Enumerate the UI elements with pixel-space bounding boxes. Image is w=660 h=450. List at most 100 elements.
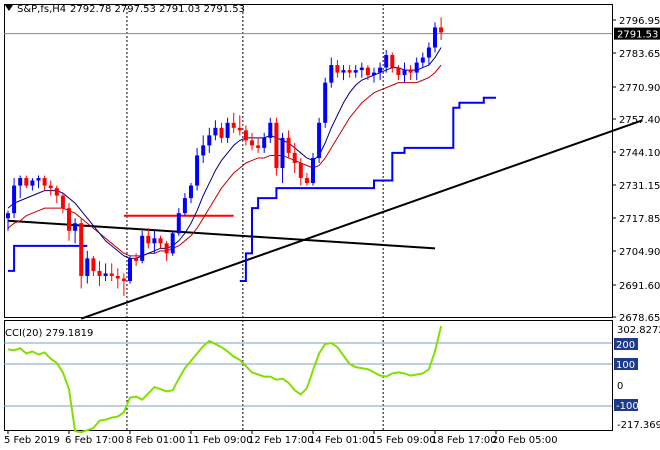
- bull-candle: [323, 82, 328, 123]
- bear-candle: [390, 55, 395, 68]
- bull-candle: [207, 135, 212, 146]
- cci-level-badge: [614, 338, 638, 350]
- price-tick-label: 2704.90: [619, 247, 660, 258]
- bull-candle: [189, 185, 193, 199]
- time-tick-label: 15 Feb 09:00: [370, 435, 436, 446]
- bear-candle: [79, 223, 84, 276]
- cci-level-badge: [614, 358, 638, 370]
- bull-candle: [414, 62, 419, 73]
- price-tick-label: 2744.10: [619, 148, 660, 159]
- bear-candle: [60, 195, 65, 209]
- bull-candle: [85, 258, 90, 276]
- time-tick-label: 18 Feb 17:00: [431, 435, 497, 446]
- cci-tick-label: 0: [617, 381, 623, 392]
- price-tick-label: 2783.65: [619, 49, 660, 60]
- bear-candle: [292, 152, 297, 163]
- bull-candle: [152, 238, 157, 244]
- bull-candle: [182, 198, 187, 214]
- price-tick-label: 2691.60: [619, 281, 660, 292]
- price-tick-label: 2731.15: [619, 181, 660, 192]
- slow-moving-average: [7, 64, 442, 257]
- bull-candle: [262, 137, 267, 148]
- cci-panel-frame: [4, 320, 613, 431]
- bear-candle: [365, 67, 370, 76]
- time-tick-label: 20 Feb 05:00: [492, 435, 558, 446]
- bull-candle: [420, 57, 425, 63]
- price-tick-label: 2770.90: [619, 83, 660, 94]
- bull-candle: [6, 213, 10, 219]
- bull-candle: [128, 258, 132, 281]
- time-tick-label: 12 Feb 17:00: [248, 435, 314, 446]
- bull-candle: [402, 70, 407, 76]
- bull-candle: [372, 72, 376, 76]
- bull-candle: [433, 27, 437, 48]
- bull-candle: [329, 65, 334, 83]
- bear-candle: [219, 127, 224, 138]
- bear-candle: [347, 70, 352, 73]
- bear-candle: [54, 188, 59, 196]
- cci-label: CCI(20) 279.1819: [5, 328, 93, 339]
- bear-candle: [250, 140, 254, 146]
- price-tick-label: 2717.85: [619, 214, 660, 225]
- bull-candle: [103, 273, 108, 276]
- bear-candle: [115, 275, 120, 279]
- bull-candle: [280, 137, 285, 168]
- bear-candle: [67, 208, 71, 231]
- bull-candle: [18, 178, 23, 186]
- bull-candle: [353, 70, 358, 73]
- bull-candle: [341, 70, 346, 73]
- bear-candle: [286, 137, 291, 153]
- bear-candle: [164, 243, 169, 254]
- bull-candle: [170, 233, 175, 254]
- cci-line: [7, 325, 443, 434]
- bear-candle: [134, 258, 139, 261]
- bear-candle: [243, 130, 248, 141]
- bear-candle: [121, 278, 126, 281]
- bear-candle: [158, 238, 163, 244]
- time-tick-label: 14 Feb 01:00: [309, 435, 375, 446]
- bear-candle: [146, 235, 151, 244]
- bear-candle: [237, 127, 242, 131]
- cci-tick-label: -100: [616, 401, 639, 412]
- bear-candle: [97, 270, 102, 276]
- bear-candle: [91, 258, 96, 271]
- price-panel-frame: [4, 4, 613, 318]
- time-tick-label: 8 Feb 01:00: [126, 435, 185, 446]
- price-tick-label: 2678.65: [619, 313, 660, 324]
- bear-candle: [109, 273, 114, 276]
- bear-candle: [439, 27, 444, 33]
- bull-candle: [195, 155, 200, 186]
- time-tick-label: 5 Feb 2019: [4, 435, 60, 446]
- time-axis: 5 Feb 2019 6 Feb 17:00 8 Feb 01:00 11 Feb 0…: [4, 430, 558, 446]
- bull-candle: [176, 213, 181, 234]
- cci-tick-label: 200: [616, 340, 635, 351]
- bear-candle: [24, 178, 29, 186]
- bear-candle: [42, 178, 47, 186]
- bull-candle: [268, 122, 273, 138]
- cci-level-badge: [614, 399, 638, 411]
- bear-candle: [335, 65, 340, 73]
- bear-candle: [48, 185, 53, 189]
- cci-tick-label: 100: [616, 360, 635, 371]
- bull-candle: [140, 235, 145, 261]
- bull-candle: [426, 47, 431, 58]
- trendline: [7, 219, 436, 250]
- bull-candle: [36, 178, 41, 181]
- collapse-arrow-icon[interactable]: [5, 5, 13, 11]
- time-tick-label: 11 Feb 09:00: [187, 435, 253, 446]
- current-price-box: [614, 27, 660, 40]
- bear-candle: [396, 67, 401, 76]
- bull-candle: [213, 127, 218, 136]
- price-tick-label: 2796.95: [619, 16, 660, 27]
- fast-moving-average: [7, 47, 442, 259]
- stop-line: [239, 96, 496, 282]
- bear-candle: [304, 178, 309, 184]
- bull-candle: [317, 122, 322, 158]
- trendline: [80, 119, 643, 320]
- bull-candle: [225, 122, 230, 138]
- bear-candle: [274, 122, 279, 168]
- bull-candle: [378, 67, 383, 73]
- bull-candle: [384, 55, 389, 68]
